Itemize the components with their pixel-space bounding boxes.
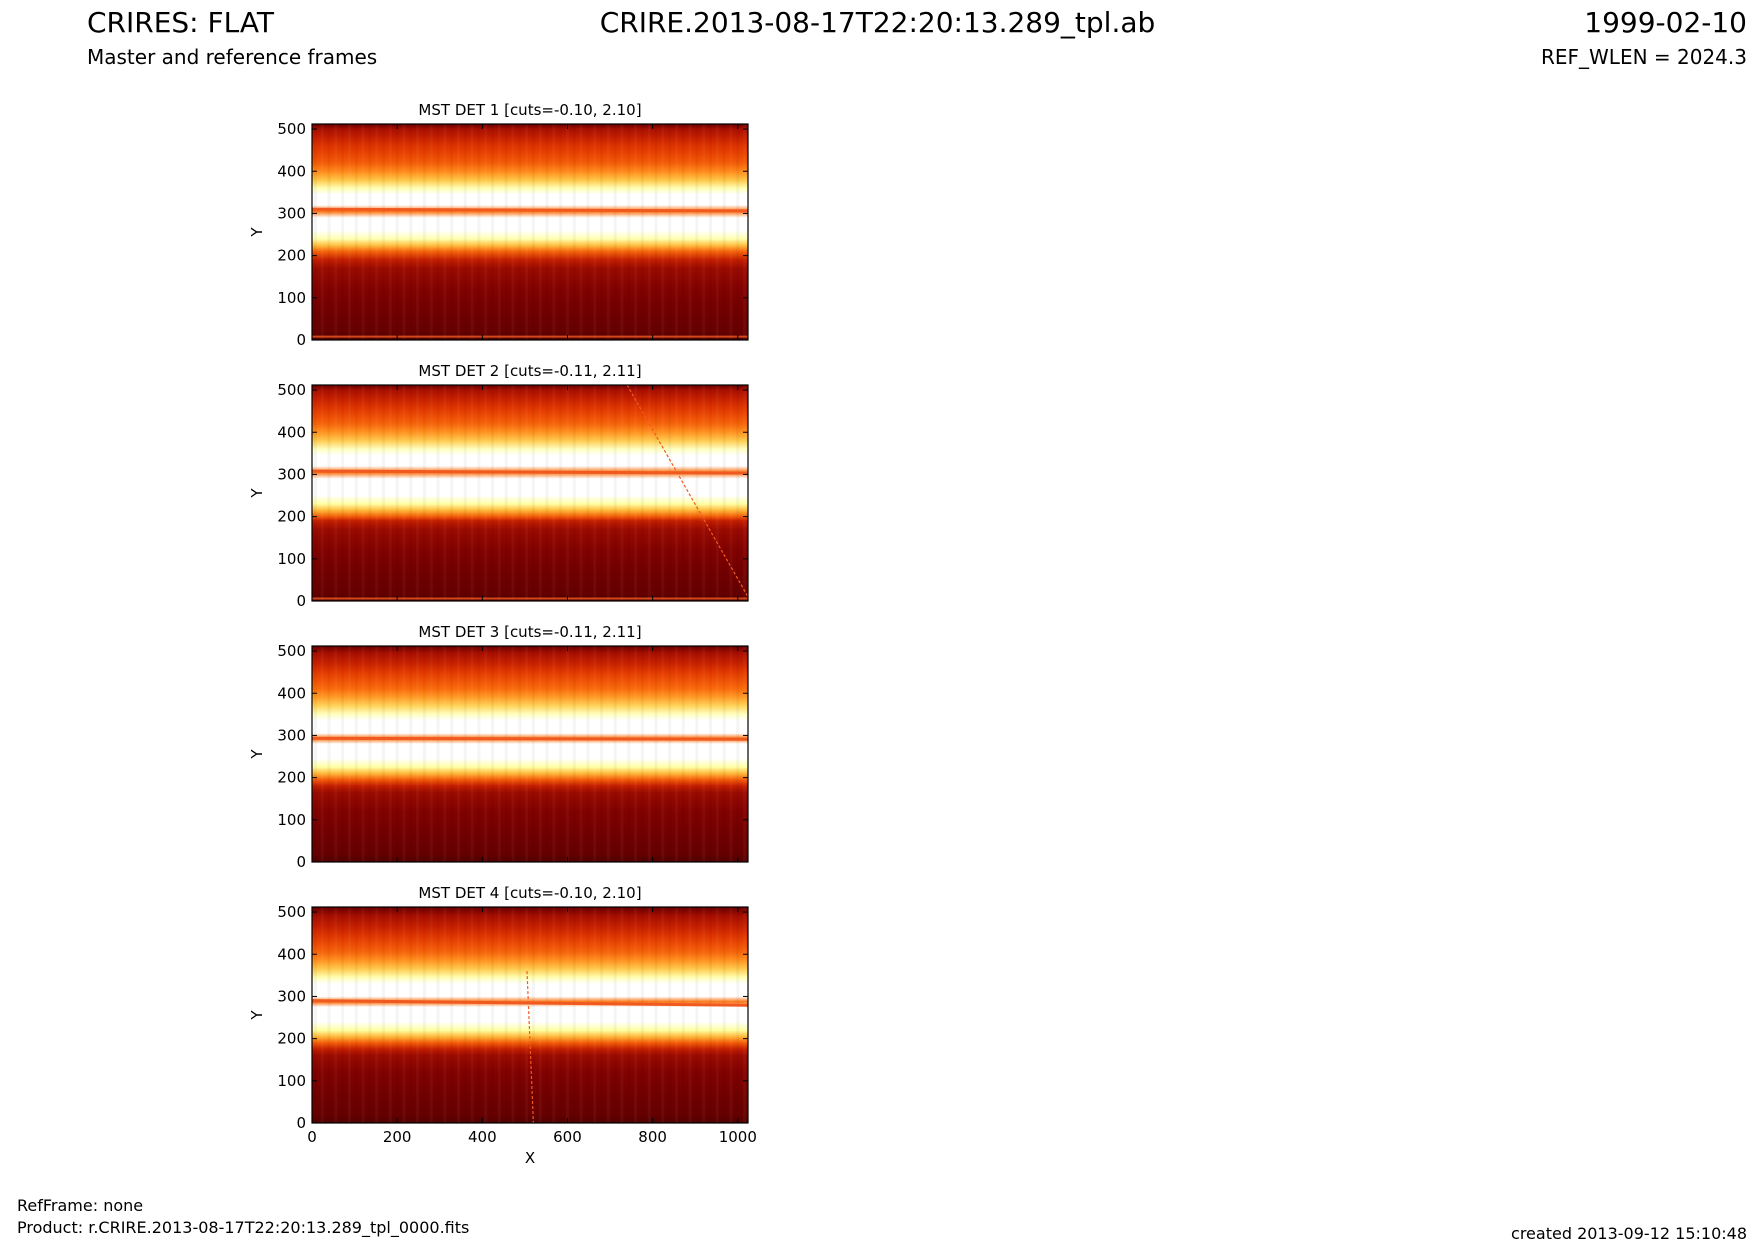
detector-image-3: [312, 646, 748, 862]
trace-line-2: [312, 469, 748, 475]
x-tick-label-4-0: 0: [307, 1128, 317, 1146]
y-tick-label-4-300: 300: [277, 987, 306, 1005]
y-tick-label-1-300: 300: [277, 204, 306, 222]
x-tick-label-4-200: 200: [383, 1128, 412, 1146]
panel-title-3: MST DET 3 [cuts=-0.11, 2.11]: [418, 623, 641, 641]
cosmic-streak-2: [626, 385, 748, 598]
overlay-4: [312, 907, 748, 1123]
overlay-3: [312, 646, 748, 862]
created-label: created 2013-09-12 15:10:48: [1511, 1224, 1747, 1243]
detector-image-2: [312, 385, 748, 601]
refframe-label: RefFrame: none: [17, 1196, 144, 1215]
y-tick-label-1-400: 400: [277, 162, 306, 180]
y-tick-label-1-0: 0: [296, 331, 306, 349]
panel-title-4: MST DET 4 [cuts=-0.10, 2.10]: [418, 884, 641, 902]
plot-frame-4: [311, 906, 749, 1124]
x-tick-label-4-1000: 1000: [719, 1128, 757, 1146]
y-axis-label-2: Y: [248, 488, 266, 499]
panel-title-1: MST DET 1 [cuts=-0.10, 2.10]: [418, 101, 641, 119]
detector-image-1: [312, 124, 748, 340]
y-tick-label-4-100: 100: [277, 1072, 306, 1090]
trace-line-1: [312, 207, 748, 213]
overlay-1: [312, 124, 748, 340]
date-title: 1999-02-10: [1584, 6, 1747, 39]
plot-frame-1: [311, 123, 749, 341]
trace-line-3: [312, 736, 748, 741]
y-axis-label-1: Y: [248, 227, 266, 238]
y-tick-label-2-500: 500: [277, 381, 306, 399]
y-tick-label-4-400: 400: [277, 945, 306, 963]
y-tick-label-1-100: 100: [277, 289, 306, 307]
x-tick-label-4-600: 600: [553, 1128, 582, 1146]
y-tick-label-3-500: 500: [277, 642, 306, 660]
plot-frame-2: [311, 384, 749, 602]
y-tick-label-4-0: 0: [296, 1114, 306, 1132]
report-subtitle: Master and reference frames: [87, 45, 378, 69]
detector-panel-1: MST DET 1 [cuts=-0.10, 2.10] 0 100 200 300 40…: [248, 101, 749, 349]
detector-panel-2: MST DET 2 [cuts=-0.11, 2.11] 0 100 200 300 40…: [248, 362, 749, 610]
y-tick-label-2-200: 200: [277, 508, 306, 526]
x-axis-label-4: X: [525, 1149, 535, 1167]
detector-panel-4: MST DET 4 [cuts=-0.10, 2.10] 0 100 200 300 40…: [248, 884, 757, 1167]
y-tick-label-2-0: 0: [296, 592, 306, 610]
x-tick-label-4-800: 800: [638, 1128, 667, 1146]
y-tick-label-3-400: 400: [277, 684, 306, 702]
y-tick-label-2-100: 100: [277, 550, 306, 568]
y-tick-label-3-200: 200: [277, 769, 306, 787]
y-tick-label-3-100: 100: [277, 811, 306, 829]
y-tick-label-1-500: 500: [277, 120, 306, 138]
y-tick-label-3-300: 300: [277, 726, 306, 744]
file-name-title: CRIRE.2013-08-17T22:20:13.289_tpl.ab: [599, 6, 1156, 39]
trace-line-4: [312, 999, 748, 1007]
product-label: Product: r.CRIRE.2013-08-17T22:20:13.289…: [17, 1218, 470, 1237]
plot-frame-3: [311, 645, 749, 863]
overlay-2: [312, 385, 748, 601]
y-tick-label-2-400: 400: [277, 423, 306, 441]
detector-image-4: [312, 907, 748, 1123]
y-axis-label-4: Y: [248, 1010, 266, 1021]
y-tick-label-4-200: 200: [277, 1030, 306, 1048]
y-tick-label-1-200: 200: [277, 247, 306, 265]
detector-panel-3: MST DET 3 [cuts=-0.11, 2.11] 0 100 200 300 40…: [248, 623, 749, 871]
y-tick-label-2-300: 300: [277, 465, 306, 483]
y-axis-label-3: Y: [248, 749, 266, 760]
ref-wlen-label: REF_WLEN = 2024.3: [1540, 45, 1747, 69]
cosmic-streak-4: [526, 971, 535, 1123]
y-tick-label-4-500: 500: [277, 903, 306, 921]
panel-title-2: MST DET 2 [cuts=-0.11, 2.11]: [418, 362, 641, 380]
y-tick-label-3-0: 0: [296, 853, 306, 871]
report-title: CRIRES: FLAT: [87, 6, 274, 39]
x-tick-label-4-400: 400: [468, 1128, 497, 1146]
